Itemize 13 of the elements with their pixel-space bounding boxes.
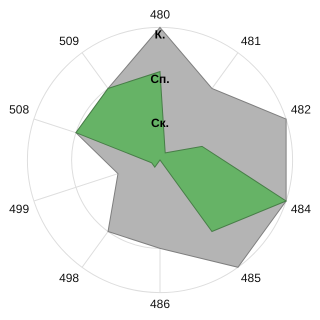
y-tick-label: Ск. <box>150 116 170 130</box>
spoke-label: 499 <box>9 202 30 216</box>
y-tick-label: Сп. <box>150 72 170 86</box>
y-tick-label: К. <box>154 28 166 42</box>
spoke-label: 480 <box>150 8 170 22</box>
spoke-label: 484 <box>290 202 312 216</box>
spoke-label: 486 <box>150 297 170 312</box>
spoke-label: 485 <box>240 270 262 285</box>
spoke-label: 509 <box>59 34 80 48</box>
spoke-label: 508 <box>9 102 30 117</box>
spoke-label: 481 <box>240 34 262 48</box>
spoke-label: 498 <box>59 270 80 285</box>
spoke-label: 482 <box>290 102 312 117</box>
